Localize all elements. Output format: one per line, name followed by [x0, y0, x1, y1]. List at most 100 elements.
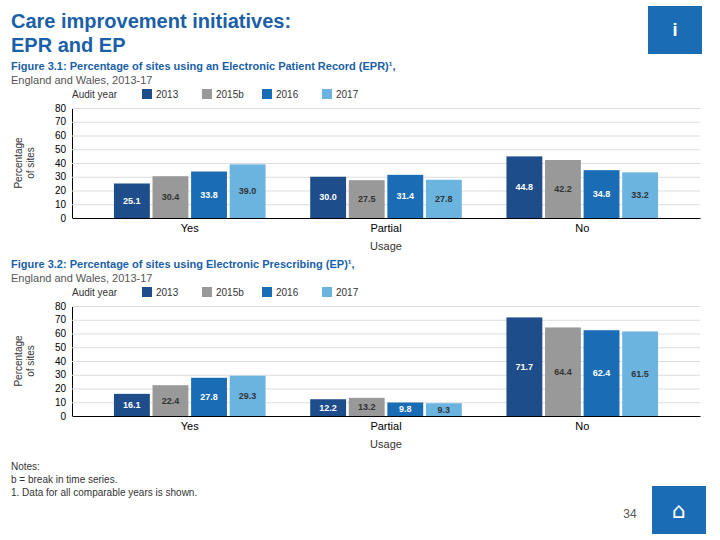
home-icon: ⌂ — [672, 498, 686, 523]
y-tick-label: 70 — [55, 116, 67, 127]
legend-label: 2016 — [276, 287, 299, 298]
y-tick: 70 — [55, 116, 700, 127]
bar — [622, 331, 658, 416]
bar — [310, 399, 346, 416]
x-tick-label: No — [575, 420, 589, 432]
data-label: 12.2 — [319, 403, 337, 413]
bar — [153, 176, 189, 218]
y-axis-title-line: of sites — [25, 345, 36, 377]
data-labels: 16.112.271.722.413.264.427.89.862.429.39… — [123, 362, 649, 415]
legend-label: 2015b — [216, 287, 244, 298]
bar — [153, 385, 189, 416]
legend-label: 2015b — [216, 89, 244, 100]
notes-line: b = break in time series. — [11, 474, 117, 485]
legend-title: Audit year — [72, 287, 118, 298]
legend-entry: 2017 — [322, 89, 359, 100]
legend: Audit year 2013 2015b 2016 2017 — [72, 287, 359, 298]
legend-entry: 2016 — [262, 287, 299, 298]
page-subtitle: EPR and EP — [11, 34, 125, 56]
bar — [191, 172, 227, 218]
grid-line — [72, 320, 700, 321]
chart-title: Figure 3.2: Percentage of sites using El… — [11, 258, 355, 270]
x-axis: Yes Partial No — [73, 219, 701, 234]
y-tick: 80 — [55, 301, 700, 312]
y-tick: 50 — [55, 144, 700, 155]
data-label: 29.3 — [239, 391, 257, 401]
data-label: 16.1 — [123, 400, 141, 410]
y-tick-label: 80 — [55, 301, 67, 312]
notes-line: Notes: — [11, 461, 40, 472]
y-tick-label: 10 — [55, 397, 67, 408]
legend-entry: 2013 — [142, 287, 179, 298]
y-tick: 80 — [55, 103, 700, 114]
x-tick-label: Yes — [181, 222, 199, 234]
x-axis-title: Usage — [370, 240, 402, 252]
data-label: 25.1 — [123, 196, 141, 206]
y-tick-label: 60 — [55, 130, 67, 141]
grid-line — [72, 416, 700, 417]
bar — [426, 180, 462, 218]
bar — [387, 403, 423, 416]
legend-label: 2017 — [336, 287, 359, 298]
y-tick-label: 20 — [55, 185, 67, 196]
y-axis-title-line: of sites — [25, 147, 36, 179]
legend-swatch — [202, 89, 212, 99]
x-tick: No — [575, 222, 589, 234]
bar — [584, 170, 620, 218]
bar — [622, 172, 658, 218]
notes-line: 1. Data for all comparable years is show… — [11, 487, 197, 498]
y-axis: 01020304050607080 — [55, 301, 700, 422]
x-tick: Partial — [370, 420, 401, 432]
legend-swatch — [142, 89, 152, 99]
y-tick-label: 30 — [55, 171, 67, 182]
data-label: 39.0 — [239, 186, 257, 196]
bar — [387, 175, 423, 218]
y-tick-label: 20 — [55, 383, 67, 394]
data-label: 34.8 — [593, 189, 611, 199]
legend-swatch — [262, 89, 272, 99]
grid-line — [72, 108, 700, 109]
data-label: 9.8 — [399, 404, 412, 414]
legend-entry: 2015b — [202, 287, 244, 298]
grid-line — [72, 122, 700, 123]
x-tick-label: Partial — [370, 420, 401, 432]
legend-title: Audit year — [72, 89, 118, 100]
data-label: 30.0 — [319, 192, 337, 202]
x-axis-line — [73, 218, 701, 219]
legend-label: 2013 — [156, 89, 179, 100]
legend-label: 2013 — [156, 287, 179, 298]
home-box — [652, 486, 706, 534]
bar — [310, 177, 346, 218]
y-tick-label: 50 — [55, 342, 67, 353]
data-label: 64.4 — [554, 367, 572, 377]
x-tick-label: No — [575, 222, 589, 234]
y-axis-title-line: Percentage — [13, 137, 24, 189]
y-tick-label: 50 — [55, 144, 67, 155]
data-label: 71.7 — [516, 362, 534, 372]
page: Care improvement initiatives:EPR and EPi… — [0, 0, 720, 540]
y-tick-label: 40 — [55, 356, 67, 367]
y-tick: 40 — [55, 158, 700, 169]
data-label: 42.2 — [554, 184, 572, 194]
y-axis-title-line: Percentage — [13, 335, 24, 387]
y-tick-label: 40 — [55, 158, 67, 169]
chart-subtitle: England and Wales, 2013-17 — [11, 272, 152, 284]
bar — [506, 156, 542, 218]
chart: Figure 3.1: Percentage of sites using an… — [11, 60, 701, 252]
legend-swatch — [142, 287, 152, 297]
grid-line — [72, 306, 700, 307]
y-tick: 70 — [55, 314, 700, 325]
data-label: 62.4 — [593, 368, 611, 378]
x-tick-label: Yes — [181, 420, 199, 432]
x-tick-label: Partial — [370, 222, 401, 234]
x-tick: Yes — [181, 222, 199, 234]
y-tick-label: 60 — [55, 328, 67, 339]
legend-swatch — [322, 89, 332, 99]
legend: Audit year20132015b20162017 — [72, 89, 359, 100]
data-label: 27.8 — [435, 194, 453, 204]
x-axis: Yes Partial No — [73, 417, 701, 432]
data-label: 9.3 — [438, 405, 451, 415]
legend-swatch — [322, 287, 332, 297]
bar — [349, 180, 385, 218]
y-tick-label: 70 — [55, 314, 67, 325]
